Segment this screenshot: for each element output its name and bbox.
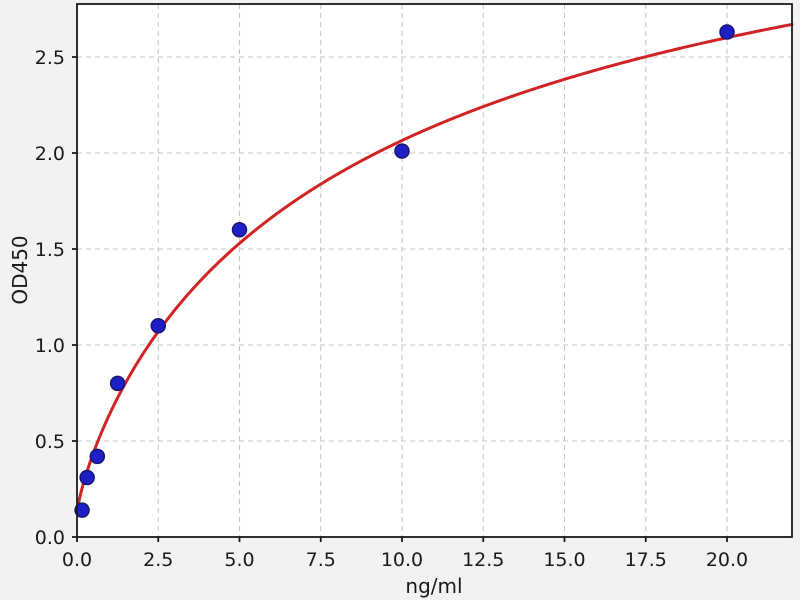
data-point-marker: [89, 448, 106, 465]
x-axis-title: ng/ml: [405, 574, 463, 598]
x-tick-label: 2.5: [143, 549, 173, 571]
x-tick-label: 5.0: [224, 549, 254, 571]
plot-background: [77, 4, 792, 537]
y-axis-title: OD450: [8, 235, 32, 305]
y-tick-label: 2.5: [35, 47, 65, 69]
x-tick-label: 0.0: [62, 549, 92, 571]
x-tick-label: 7.5: [306, 549, 336, 571]
x-tick-label: 15.0: [543, 549, 585, 571]
data-point-marker: [79, 469, 95, 486]
fit-curve-line: [75, 22, 794, 514]
data-point-marker: [74, 502, 90, 518]
x-tick-label: 20.0: [706, 549, 748, 571]
y-tick-label: 1.5: [35, 239, 65, 261]
y-tick-label: 2.0: [35, 143, 65, 165]
y-tick-label: 0.0: [35, 527, 65, 549]
axes-border: [76, 3, 793, 538]
data-point-marker: [109, 375, 126, 392]
data-point-marker: [150, 318, 166, 334]
x-tick-label: 12.5: [462, 549, 504, 571]
data-point-marker: [394, 143, 410, 159]
y-tick-label: 1.0: [35, 335, 65, 357]
x-tick-label: 17.5: [625, 549, 667, 571]
data-point-marker: [719, 24, 735, 40]
y-tick-label: 0.5: [35, 431, 65, 453]
x-tick-label: 10.0: [381, 549, 423, 571]
data-point-marker: [231, 222, 248, 238]
